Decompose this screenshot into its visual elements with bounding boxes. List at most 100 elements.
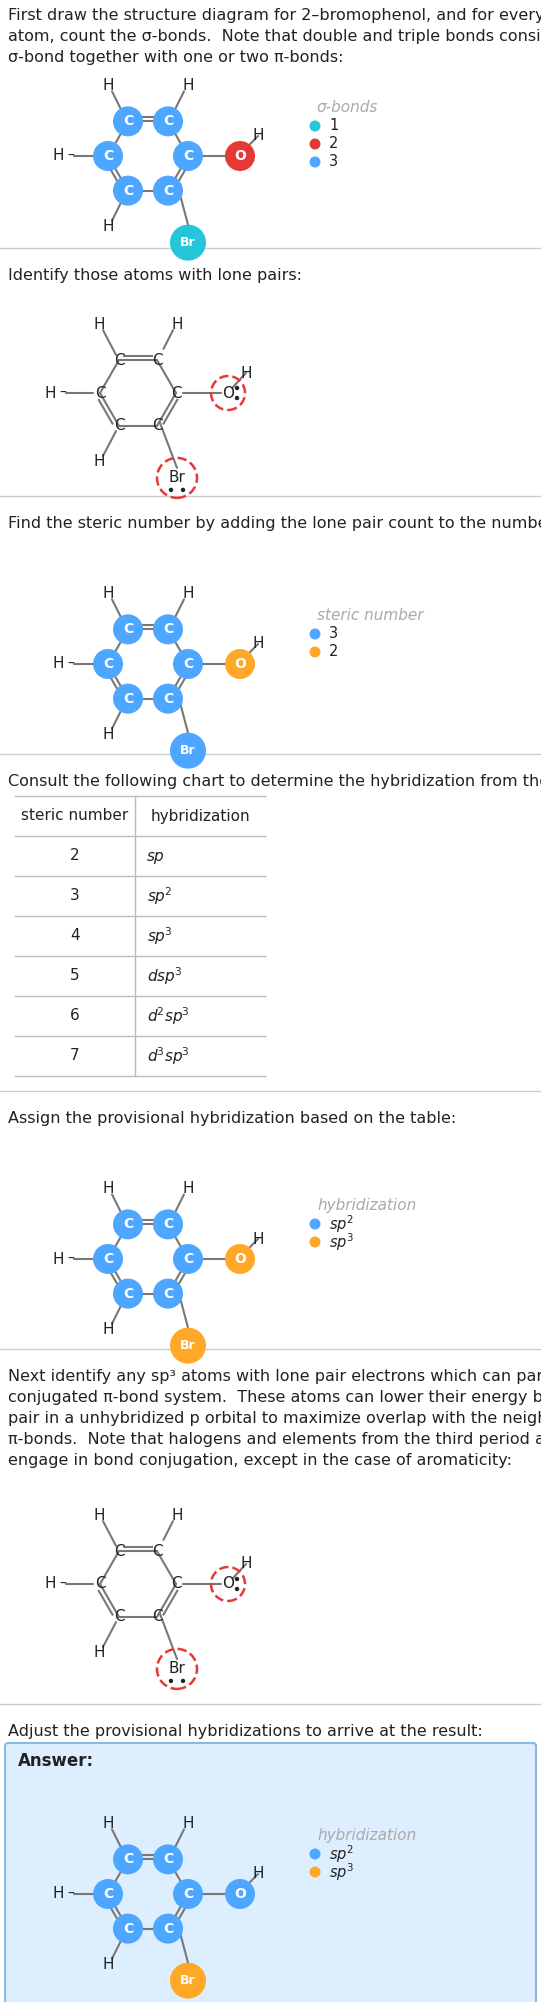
Circle shape (235, 1588, 239, 1590)
Text: C: C (183, 148, 193, 162)
Text: C: C (163, 114, 173, 128)
Text: H: H (102, 1816, 114, 1832)
Text: C: C (103, 1888, 113, 1902)
Text: hybridization: hybridization (317, 1828, 416, 1844)
Text: Br: Br (169, 1662, 186, 1676)
Circle shape (170, 733, 206, 769)
Text: H: H (102, 1181, 114, 1195)
Circle shape (93, 1880, 123, 1910)
Text: hybridization: hybridization (150, 809, 250, 823)
Circle shape (153, 1914, 183, 1944)
Circle shape (225, 1880, 255, 1910)
Circle shape (309, 647, 320, 657)
Circle shape (309, 1237, 320, 1247)
Text: 7: 7 (70, 1049, 80, 1063)
Text: 2: 2 (329, 136, 338, 152)
Text: C: C (183, 657, 193, 671)
Text: sp$^2$: sp$^2$ (329, 1213, 353, 1235)
Text: Br: Br (180, 236, 196, 248)
Circle shape (113, 615, 143, 645)
Text: C: C (123, 623, 133, 637)
Text: H: H (102, 1958, 114, 1972)
Text: 5: 5 (70, 969, 80, 983)
Text: C: C (163, 1217, 173, 1231)
Text: C: C (123, 1217, 133, 1231)
Text: –: – (67, 1888, 74, 1902)
Text: C: C (163, 691, 173, 705)
Text: sp$^3$: sp$^3$ (147, 925, 173, 947)
Text: H: H (52, 1886, 64, 1902)
Circle shape (153, 1279, 183, 1309)
Circle shape (235, 396, 239, 400)
FancyBboxPatch shape (5, 1744, 536, 2002)
Text: Br: Br (180, 1339, 196, 1351)
Circle shape (235, 1578, 239, 1580)
Text: H: H (171, 316, 183, 332)
Text: C: C (123, 184, 133, 198)
Text: 4: 4 (70, 929, 80, 943)
Circle shape (225, 649, 255, 679)
Circle shape (173, 140, 203, 170)
Circle shape (309, 1848, 320, 1860)
Text: H: H (182, 1816, 194, 1832)
Text: H: H (102, 587, 114, 601)
Text: –: – (67, 148, 74, 162)
Text: Consult the following chart to determine the hybridization from the steric numbe: Consult the following chart to determine… (8, 775, 541, 789)
Circle shape (113, 683, 143, 713)
Text: d$^3$sp$^3$: d$^3$sp$^3$ (147, 1045, 190, 1067)
Text: steric number: steric number (22, 809, 129, 823)
Circle shape (93, 1243, 123, 1273)
Text: C: C (103, 148, 113, 162)
Text: H: H (252, 637, 264, 651)
Text: sp$^3$: sp$^3$ (329, 1231, 354, 1253)
Text: H: H (44, 386, 56, 400)
Circle shape (309, 120, 320, 132)
Circle shape (113, 106, 143, 136)
Text: steric number: steric number (317, 609, 424, 623)
Text: Br: Br (180, 1974, 196, 1988)
Text: H: H (44, 1576, 56, 1592)
Text: C: C (123, 691, 133, 705)
Text: H: H (93, 1646, 105, 1660)
Text: H: H (240, 366, 252, 380)
Text: C: C (163, 184, 173, 198)
Circle shape (170, 224, 206, 260)
Text: H: H (182, 587, 194, 601)
Text: O: O (234, 1251, 246, 1265)
Text: 2: 2 (329, 645, 338, 659)
Text: 1: 1 (329, 118, 338, 134)
Text: H: H (93, 1508, 105, 1524)
Text: C: C (171, 1576, 181, 1592)
Text: sp: sp (147, 849, 164, 863)
Text: H: H (102, 218, 114, 234)
Text: Assign the provisional hybridization based on the table:: Assign the provisional hybridization bas… (8, 1111, 456, 1125)
Circle shape (309, 629, 320, 639)
Text: 6: 6 (70, 1009, 80, 1023)
Circle shape (169, 1680, 173, 1682)
Text: H: H (102, 1321, 114, 1337)
Circle shape (225, 1243, 255, 1273)
Circle shape (235, 386, 239, 390)
Text: Br: Br (169, 470, 186, 484)
Text: H: H (52, 148, 64, 164)
Text: Answer:: Answer: (18, 1752, 94, 1770)
Circle shape (173, 1243, 203, 1273)
Text: C: C (151, 352, 162, 368)
Text: H: H (252, 128, 264, 144)
Text: Identify those atoms with lone pairs:: Identify those atoms with lone pairs: (8, 268, 302, 282)
Circle shape (309, 1866, 320, 1878)
Text: C: C (183, 1888, 193, 1902)
Text: 3: 3 (329, 154, 338, 170)
Text: C: C (114, 352, 124, 368)
Text: C: C (163, 623, 173, 637)
Text: First draw the structure diagram for 2–bromophenol, and for every non-hydrogen
a: First draw the structure diagram for 2–b… (8, 8, 541, 64)
Text: C: C (103, 657, 113, 671)
Text: 3: 3 (70, 889, 80, 903)
Text: O: O (234, 657, 246, 671)
Text: O: O (222, 1576, 234, 1592)
Text: C: C (95, 386, 105, 400)
Text: 2: 2 (70, 849, 80, 863)
Circle shape (170, 1327, 206, 1363)
Text: d$^2$sp$^3$: d$^2$sp$^3$ (147, 1005, 190, 1027)
Circle shape (113, 1914, 143, 1944)
